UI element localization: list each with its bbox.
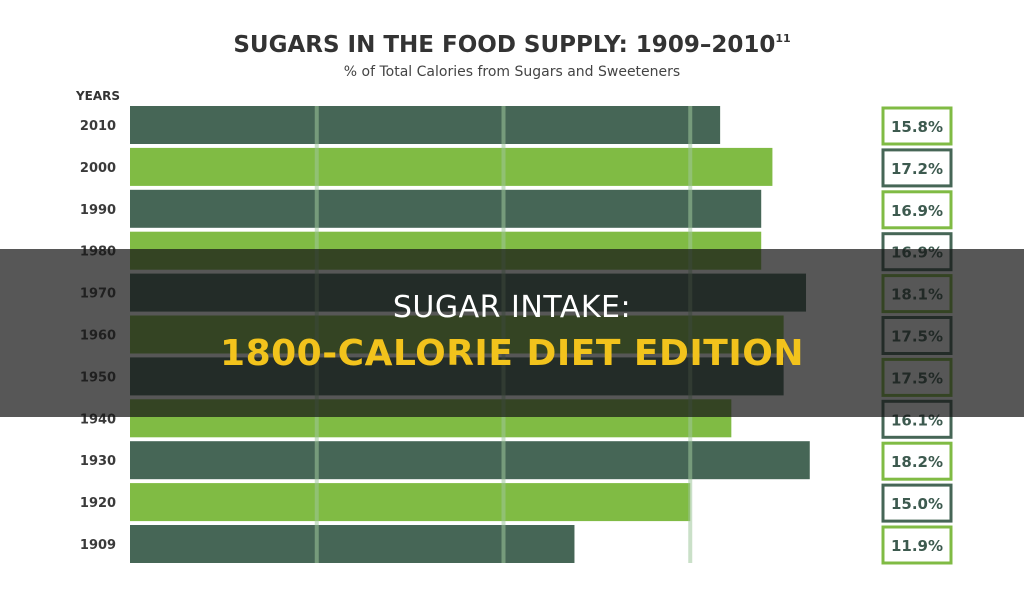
value-label-1909: 11.9% xyxy=(891,537,943,555)
value-box-2010 xyxy=(881,106,953,146)
bar-2010 xyxy=(130,106,721,144)
value-label-2010: 15.8% xyxy=(891,118,943,136)
bar-1990 xyxy=(130,189,762,228)
value-label-1920: 15.0% xyxy=(891,495,943,513)
headline-overlay xyxy=(0,249,1024,417)
headline: SUGAR INTAKE: 1800-CALORIE DIET EDITION xyxy=(0,249,1024,417)
value-label-2000: 17.2% xyxy=(891,160,943,178)
year-label-1930: 1930 xyxy=(80,454,116,469)
year-label-1920: 1920 xyxy=(80,496,116,511)
value-box-2000 xyxy=(881,148,953,188)
value-label-1930: 18.2% xyxy=(891,453,943,471)
value-box-1930 xyxy=(881,441,953,481)
chart-subtitle: % of Total Calories from Sugars and Swee… xyxy=(344,64,680,80)
headline-line-2: 1800-CALORIE DIET EDITION xyxy=(220,333,804,374)
bar-1920 xyxy=(130,483,691,522)
chart-title-superscript: 11 xyxy=(775,32,790,45)
year-label-2000: 2000 xyxy=(80,161,116,176)
year-label-2010: 2010 xyxy=(80,119,116,134)
chart-title-text: SUGARS IN THE FOOD SUPPLY: 1909–2010 xyxy=(233,32,775,58)
headline-line-1: SUGAR INTAKE: xyxy=(392,290,632,325)
chart-title: SUGARS IN THE FOOD SUPPLY: 1909–201011 xyxy=(233,32,790,58)
bar-1930 xyxy=(130,441,810,480)
y-axis-label: YEARS xyxy=(75,89,120,103)
bar-2000 xyxy=(130,147,773,186)
year-label-1990: 1990 xyxy=(80,203,116,218)
value-box-1990 xyxy=(881,190,953,230)
value-label-1990: 16.9% xyxy=(891,202,943,220)
value-box-1909 xyxy=(881,525,953,565)
year-label-1909: 1909 xyxy=(80,538,116,553)
value-box-1920 xyxy=(881,483,953,523)
bar-1909 xyxy=(130,525,575,563)
